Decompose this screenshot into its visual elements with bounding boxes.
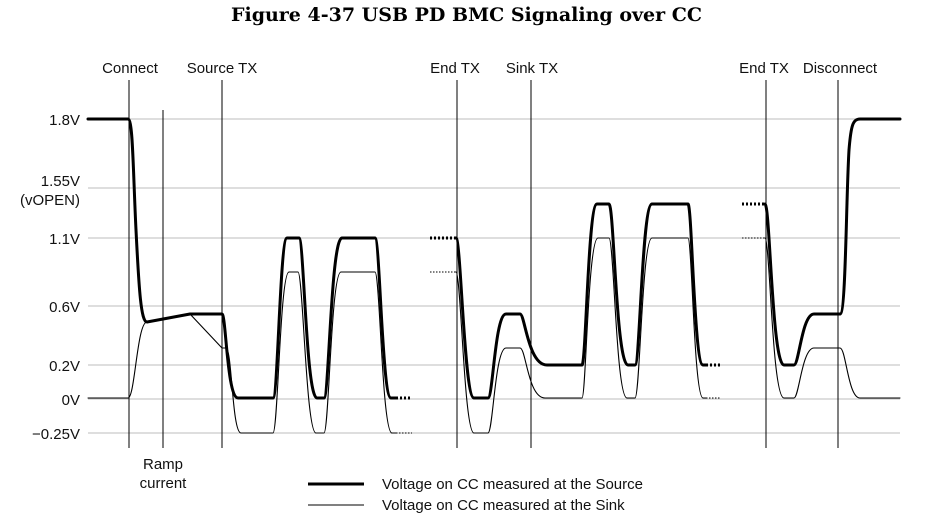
sink-waveform-segment-2 [455, 237, 707, 434]
legend: Voltage on CC measured at the Source Vol… [308, 476, 643, 514]
label-end-tx-1: End TX [430, 60, 480, 77]
label-0-6v: 0.6V [49, 299, 80, 316]
label-0v: 0V [62, 392, 80, 409]
label-disconnect: Disconnect [803, 60, 878, 77]
voltage-labels: 1.8V 1.55V (vOPEN) 1.1V 0.6V 0.2V 0V −0.… [20, 112, 80, 443]
label-vopen: (vOPEN) [20, 192, 80, 209]
label-1-1v: 1.1V [49, 231, 80, 248]
label-ramp-current: current [140, 475, 188, 492]
figure-title: Figure 4-37 USB PD BMC Signaling over CC [230, 4, 703, 26]
label-1-55v: 1.55V [41, 173, 80, 190]
source-waveform-segment-3 [763, 117, 902, 367]
marker-labels: Connect Source TX End TX Sink TX End TX … [102, 60, 878, 492]
label-sink-tx: Sink TX [506, 60, 558, 77]
voltage-gridlines [88, 118, 900, 434]
label-end-tx-2: End TX [739, 60, 789, 77]
label-source-tx: Source TX [187, 60, 258, 77]
label-neg-0-25v: −0.25V [32, 426, 80, 443]
legend-sink-label: Voltage on CC measured at the Sink [382, 497, 625, 514]
source-waveform-segment-2 [454, 202, 708, 400]
source-waveform-segment-1 [86, 117, 398, 400]
sink-waveform-segment-3 [764, 237, 901, 399]
label-1-8v: 1.8V [49, 112, 80, 129]
event-markers [128, 80, 839, 448]
sink-waveform-segment-1 [87, 271, 397, 434]
label-ramp: Ramp [143, 456, 183, 473]
label-0-2v: 0.2V [49, 358, 80, 375]
legend-source-label: Voltage on CC measured at the Source [382, 476, 643, 493]
label-connect: Connect [102, 60, 159, 77]
